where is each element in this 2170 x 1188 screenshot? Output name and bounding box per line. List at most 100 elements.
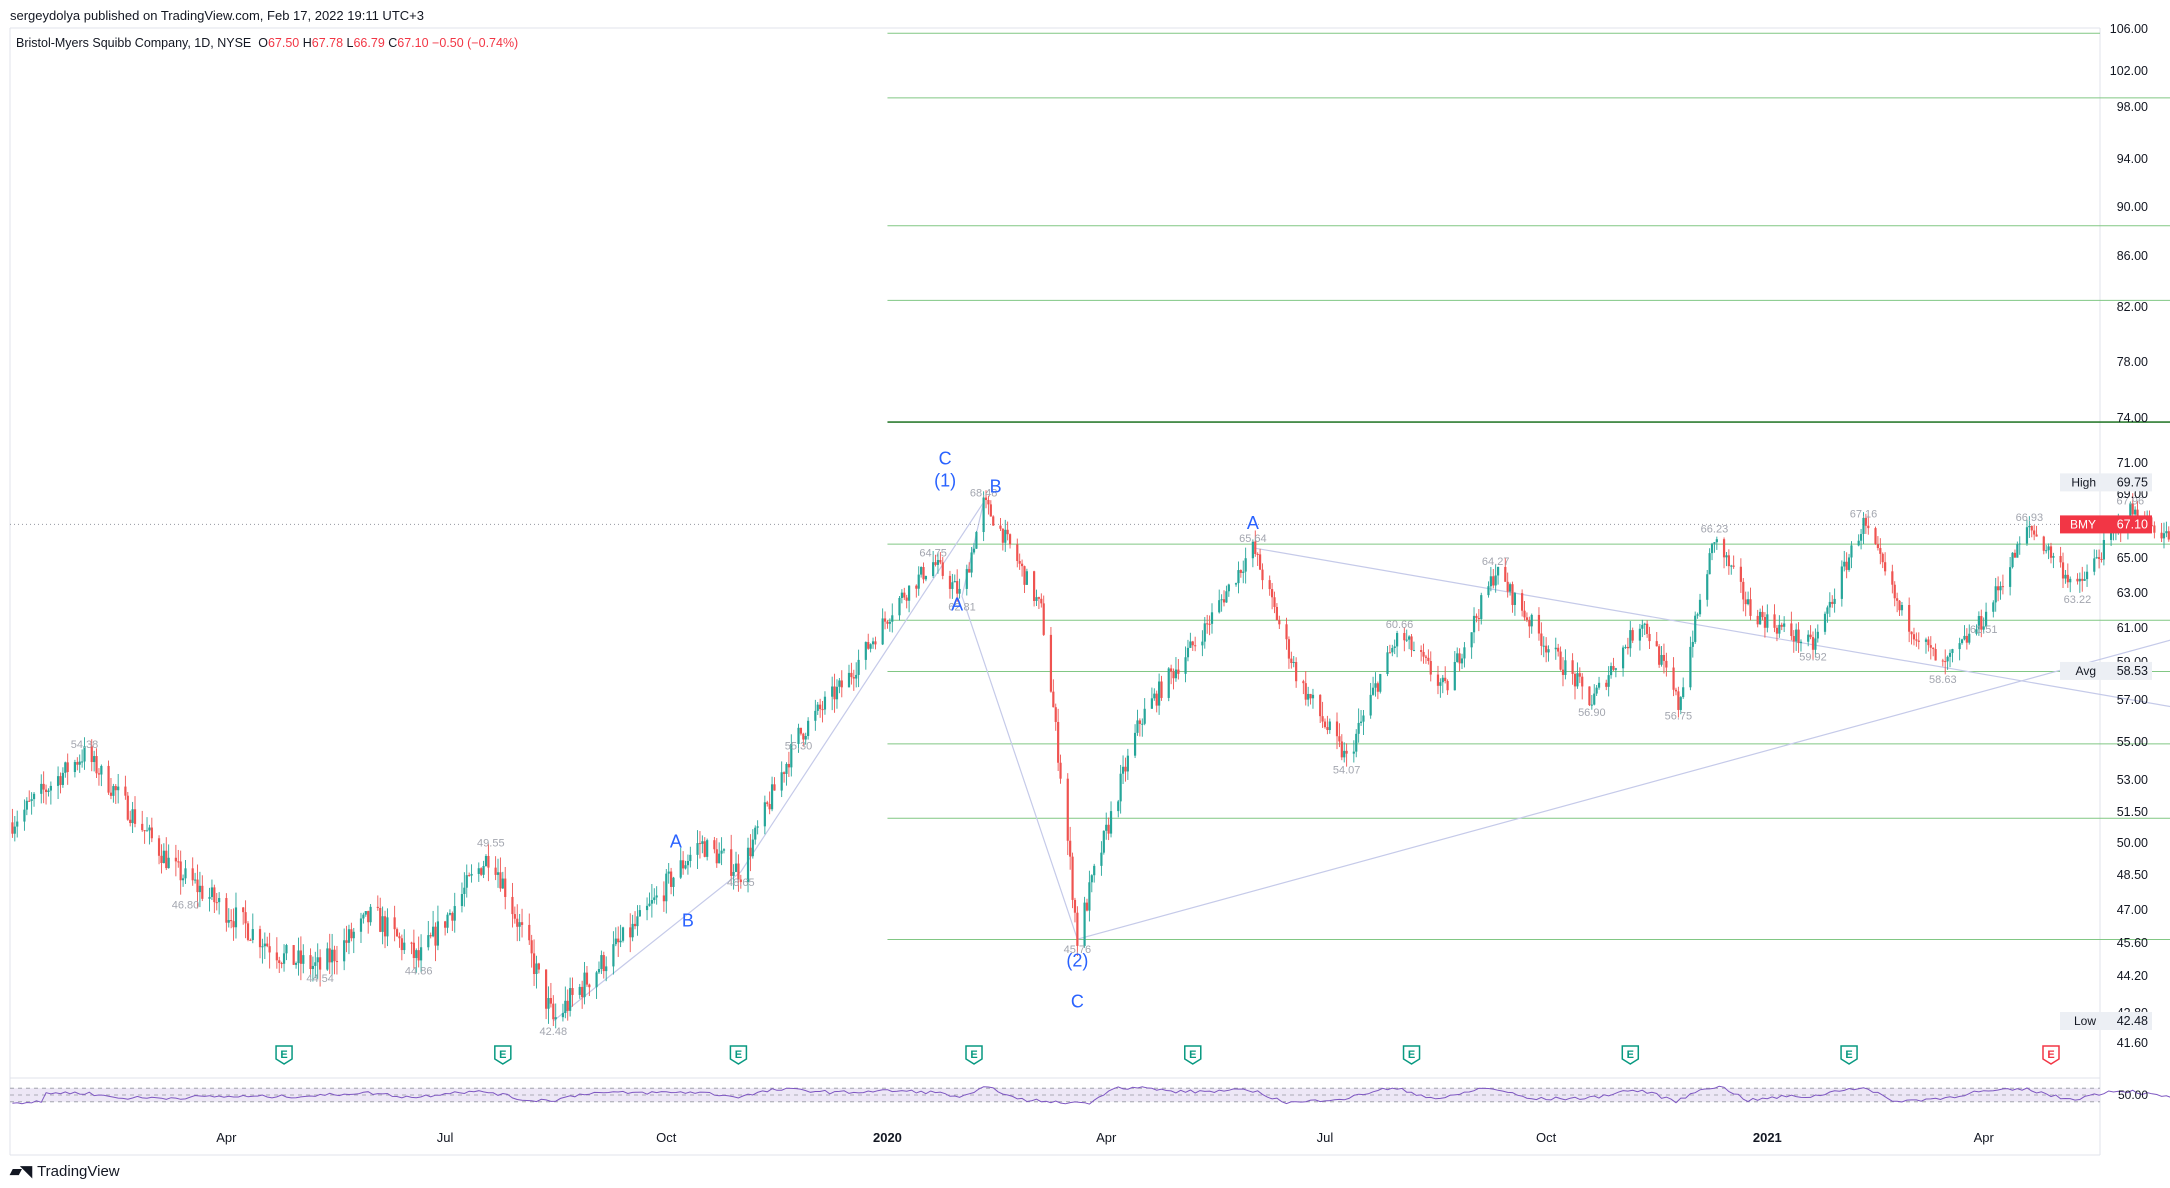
candle-body (1239, 570, 1242, 573)
price-axis-tick: 61.00 (2117, 621, 2148, 635)
candle-body (1006, 529, 1009, 535)
candle-body (1470, 632, 1473, 648)
candle-body (636, 916, 639, 927)
candle-body (1658, 646, 1661, 665)
candle-body (566, 1000, 569, 1011)
candle-body (1559, 651, 1562, 670)
candle-body (953, 581, 956, 583)
candle-body (1494, 575, 1497, 586)
candle-body (1456, 653, 1459, 662)
earnings-icon-frame (275, 1045, 293, 1065)
candle-body (1256, 553, 1259, 555)
candle-body (1396, 633, 1399, 647)
candle-body (1268, 580, 1271, 590)
axis-tag-value: 58.53 (2117, 664, 2148, 678)
candle-body (1234, 583, 1238, 585)
candle-body (934, 562, 937, 565)
earnings-icon[interactable]: E (494, 1045, 512, 1065)
price-axis-tick: 78.00 (2117, 355, 2148, 369)
candle-body (343, 940, 346, 962)
candle-body (679, 860, 682, 878)
candle-body (696, 843, 699, 855)
earnings-icon[interactable]: E (1184, 1045, 1202, 1065)
candle-body (1225, 591, 1228, 603)
earnings-icon[interactable]: E (1402, 1045, 1421, 1065)
close-value: 67.10 (397, 36, 429, 50)
candle-body (2109, 532, 2113, 540)
candle-body (2097, 557, 2101, 559)
candle-body (2095, 557, 2098, 559)
candle-body (905, 597, 908, 601)
earnings-icon[interactable]: E (2042, 1045, 2060, 1065)
candle-body (1460, 658, 1464, 664)
candle-body (2085, 571, 2089, 580)
candle-body (1391, 647, 1394, 653)
candle-body (958, 588, 961, 594)
candle-body (419, 947, 423, 961)
wave-line (1252, 547, 2170, 708)
candle-body (1780, 624, 1783, 627)
candle-body (1422, 651, 1425, 657)
candle-body (251, 929, 254, 941)
candle-body (1523, 610, 1526, 618)
candle-body (225, 898, 228, 923)
candle-body (93, 756, 96, 763)
candle-body (1444, 677, 1447, 682)
candle-body (1968, 633, 1971, 643)
candle-body (244, 912, 247, 924)
candle-body (451, 913, 454, 921)
candle-body (1453, 661, 1456, 691)
candle-body (874, 641, 877, 645)
candle-body (1756, 615, 1759, 625)
pivot-price-label: 59.92 (1799, 651, 1827, 663)
candle-body (215, 902, 218, 904)
candle-body (1840, 566, 1843, 599)
candle-body (1879, 548, 1882, 554)
candle-body (23, 809, 26, 822)
candle-body (1792, 636, 1795, 642)
candle-body (722, 849, 726, 851)
publisher-line: sergeydolya published on TradingView.com… (10, 8, 424, 23)
candle-body (770, 784, 774, 810)
tradingview-logo[interactable]: ▰◥ TradingView (10, 1162, 120, 1181)
candle-body (1025, 571, 1028, 585)
candle-body (42, 783, 45, 790)
candle-body (499, 872, 502, 889)
earnings-icon[interactable]: E (965, 1045, 983, 1065)
symbol-title[interactable]: Bristol-Myers Squibb Company, 1D, NYSE (16, 36, 252, 50)
earnings-icon[interactable]: E (729, 1045, 748, 1065)
candle-body (1843, 561, 1846, 567)
earnings-icon[interactable]: E (1621, 1045, 1640, 1065)
candle-body (617, 938, 620, 943)
candle-body (448, 913, 452, 915)
candle-body (1828, 601, 1831, 608)
earnings-icon[interactable]: E (275, 1045, 293, 1065)
candle-body (494, 867, 497, 875)
candle-body (1023, 566, 1026, 585)
candle-body (1105, 824, 1108, 831)
candle-body (1121, 766, 1125, 774)
candle-body (1648, 633, 1651, 642)
candle-body (174, 857, 177, 862)
candle-body (1725, 555, 1728, 558)
candle-body (1749, 599, 1752, 616)
earnings-icon[interactable]: E (1840, 1045, 1858, 1065)
candle-body (59, 776, 62, 785)
candle-body (2069, 578, 2072, 583)
candle-body (633, 923, 637, 927)
candle-body (1593, 693, 1596, 705)
candle-body (1862, 517, 1865, 534)
candle-body (847, 672, 851, 688)
earnings-letter: E (735, 1049, 742, 1061)
candle-body (571, 988, 574, 995)
candle-body (1984, 611, 1988, 627)
pivot-price-label: 54.38 (71, 739, 99, 751)
candle-body (383, 916, 387, 937)
candle-body (16, 821, 19, 827)
candle-body (561, 1013, 565, 1018)
candle-body (2052, 556, 2055, 558)
candle-body (1643, 623, 1646, 625)
price-axis-tags: High 69.75 BMY 67.10 Avg 58.53 Low 42.48 (2060, 473, 2152, 1030)
candle-body (1660, 654, 1663, 665)
